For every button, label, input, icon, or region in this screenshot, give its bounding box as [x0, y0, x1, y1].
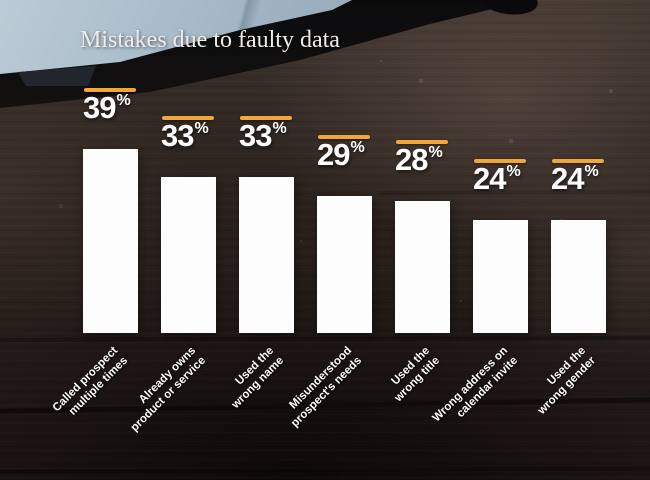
accent-line	[318, 135, 370, 139]
percent-sign: %	[272, 120, 287, 137]
bar	[395, 201, 450, 333]
bar-column: 29% Misunderstood prospect's needs	[287, 0, 372, 480]
laptop-hinge	[18, 66, 96, 86]
percent-sign: %	[428, 144, 443, 161]
value-label: 33%	[161, 118, 209, 153]
accent-line	[552, 159, 604, 163]
bar-column: 24% Used the wrong gender	[536, 0, 606, 480]
accent-line	[162, 116, 214, 120]
bar	[83, 149, 138, 333]
value-label: 39%	[83, 90, 131, 125]
bar	[239, 177, 294, 333]
value-label: 24%	[551, 161, 599, 196]
bar-column: 33% Used the wrong name	[230, 0, 294, 480]
accent-line	[240, 116, 292, 120]
bar	[317, 196, 372, 333]
chart-title: Mistakes due to faulty data	[80, 27, 340, 53]
percent-sign: %	[116, 92, 131, 109]
bar	[161, 177, 216, 333]
bar-column: 33% Already owns product or service	[129, 0, 216, 480]
bar-column: 28% Used the wrong title	[389, 0, 450, 480]
accent-line	[396, 140, 448, 144]
percent-sign: %	[194, 120, 209, 137]
bar-column: 24% Wrong address on calendar invite	[430, 0, 528, 480]
bar	[551, 220, 606, 333]
value-label: 24%	[473, 161, 521, 196]
percent-sign: %	[506, 163, 521, 180]
accent-line	[474, 159, 526, 163]
bar-column: 39% Called prospect multiple times	[51, 0, 138, 480]
accent-line	[84, 88, 136, 92]
value-label: 33%	[239, 118, 287, 153]
value-label: 29%	[317, 137, 365, 172]
bar	[473, 220, 528, 333]
percent-sign: %	[584, 163, 599, 180]
value-label: 28%	[395, 142, 443, 177]
percent-sign: %	[350, 139, 365, 156]
